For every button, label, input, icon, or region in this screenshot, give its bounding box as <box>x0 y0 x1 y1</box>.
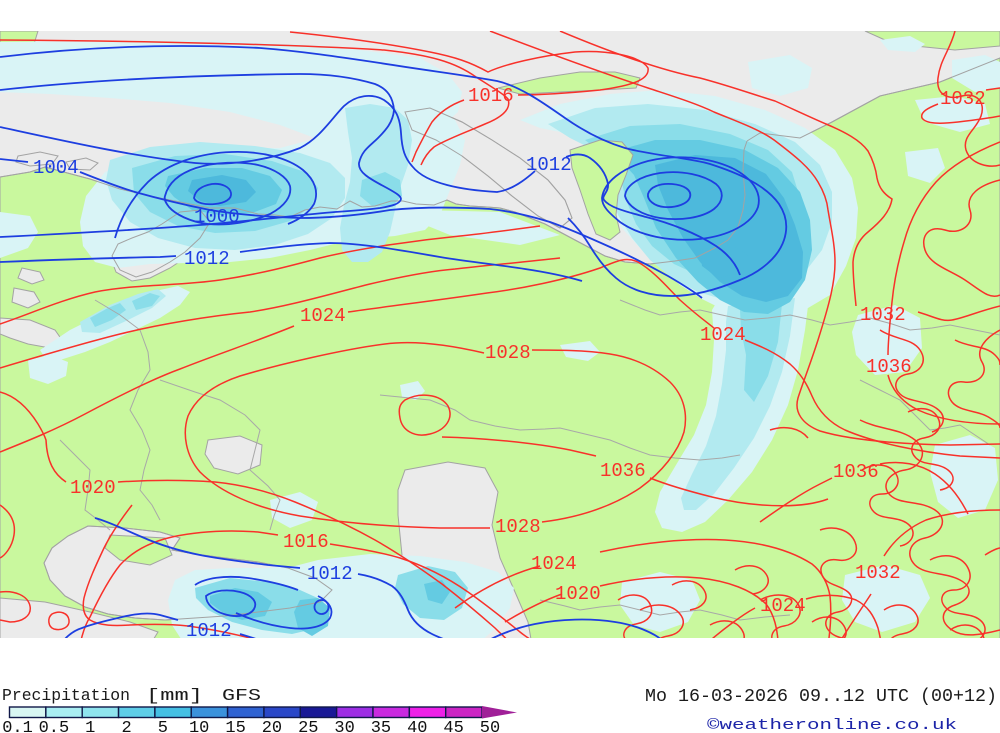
svg-text:1024: 1024 <box>531 553 577 575</box>
svg-text:1012: 1012 <box>526 154 572 176</box>
svg-text:1036: 1036 <box>833 461 879 483</box>
svg-text:1016: 1016 <box>468 85 514 107</box>
svg-text:10: 10 <box>189 719 209 733</box>
svg-text:45: 45 <box>443 719 463 733</box>
svg-text:1000: 1000 <box>194 206 240 228</box>
svg-text:©weatheronline.co.uk: ©weatheronline.co.uk <box>707 717 957 733</box>
svg-text:1036: 1036 <box>866 356 912 378</box>
svg-text:1032: 1032 <box>940 88 986 110</box>
svg-text:1012: 1012 <box>186 620 232 642</box>
svg-text:30: 30 <box>334 719 354 733</box>
svg-text:Precipitation: Precipitation <box>2 687 130 706</box>
svg-text:0.1: 0.1 <box>2 719 33 733</box>
svg-text:1032: 1032 <box>860 304 906 326</box>
svg-text:25: 25 <box>298 719 318 733</box>
svg-text:1024: 1024 <box>760 595 806 617</box>
svg-text:35: 35 <box>371 719 391 733</box>
svg-text:1020: 1020 <box>70 477 116 499</box>
svg-text:0.5: 0.5 <box>39 719 70 733</box>
svg-text:[mm]: [mm] <box>146 687 203 706</box>
svg-text:1028: 1028 <box>485 342 531 364</box>
svg-text:GFS: GFS <box>222 687 261 706</box>
svg-text:50: 50 <box>480 719 500 733</box>
svg-text:1012: 1012 <box>184 248 230 270</box>
svg-text:40: 40 <box>407 719 427 733</box>
svg-text:1012: 1012 <box>307 563 353 585</box>
svg-text:1: 1 <box>85 719 95 733</box>
svg-text:5: 5 <box>158 719 168 733</box>
svg-text:15: 15 <box>225 719 245 733</box>
svg-text:1020: 1020 <box>555 583 601 605</box>
svg-text:1004: 1004 <box>33 157 79 179</box>
svg-text:1032: 1032 <box>855 562 901 584</box>
svg-text:2: 2 <box>121 719 131 733</box>
svg-text:1028: 1028 <box>495 516 541 538</box>
svg-text:1024: 1024 <box>700 324 746 346</box>
svg-text:1016: 1016 <box>283 531 329 553</box>
svg-text:1036: 1036 <box>600 460 646 482</box>
svg-text:20: 20 <box>262 719 282 733</box>
svg-text:1024: 1024 <box>300 305 346 327</box>
svg-text:Mo 16-03-2026 09..12 UTC (00+1: Mo 16-03-2026 09..12 UTC (00+12) <box>645 686 997 707</box>
